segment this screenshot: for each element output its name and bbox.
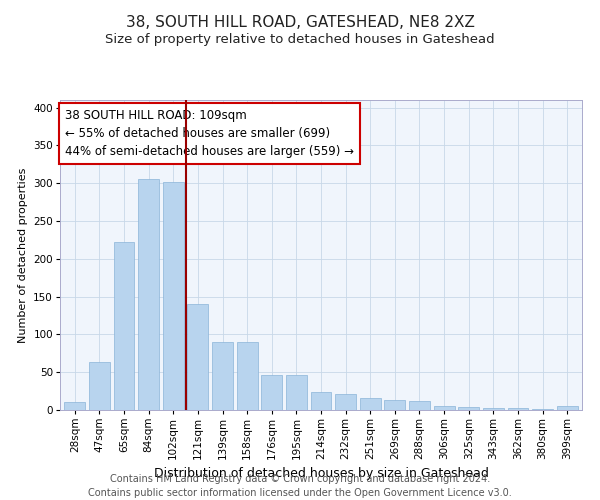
Text: Contains HM Land Registry data © Crown copyright and database right 2024.
Contai: Contains HM Land Registry data © Crown c… <box>88 474 512 498</box>
Bar <box>163 182 184 410</box>
Bar <box>508 408 529 410</box>
Bar <box>311 392 331 410</box>
Y-axis label: Number of detached properties: Number of detached properties <box>18 168 28 342</box>
Bar <box>138 180 159 410</box>
Bar <box>113 242 134 410</box>
Bar <box>261 375 282 410</box>
Text: 38, SOUTH HILL ROAD, GATESHEAD, NE8 2XZ: 38, SOUTH HILL ROAD, GATESHEAD, NE8 2XZ <box>125 15 475 30</box>
Bar <box>64 402 85 410</box>
Bar <box>458 407 479 410</box>
Text: 38 SOUTH HILL ROAD: 109sqm
← 55% of detached houses are smaller (699)
44% of sem: 38 SOUTH HILL ROAD: 109sqm ← 55% of deta… <box>65 110 354 158</box>
Bar <box>557 406 578 410</box>
Bar <box>385 400 406 410</box>
Bar <box>286 375 307 410</box>
Bar <box>187 304 208 410</box>
Bar <box>532 409 553 410</box>
Text: Size of property relative to detached houses in Gateshead: Size of property relative to detached ho… <box>105 32 495 46</box>
Bar <box>212 342 233 410</box>
X-axis label: Distribution of detached houses by size in Gateshead: Distribution of detached houses by size … <box>154 468 488 480</box>
Bar <box>483 408 504 410</box>
Bar <box>236 342 257 410</box>
Bar <box>89 362 110 410</box>
Bar <box>335 394 356 410</box>
Bar <box>409 401 430 410</box>
Bar <box>434 406 455 410</box>
Bar <box>360 398 381 410</box>
